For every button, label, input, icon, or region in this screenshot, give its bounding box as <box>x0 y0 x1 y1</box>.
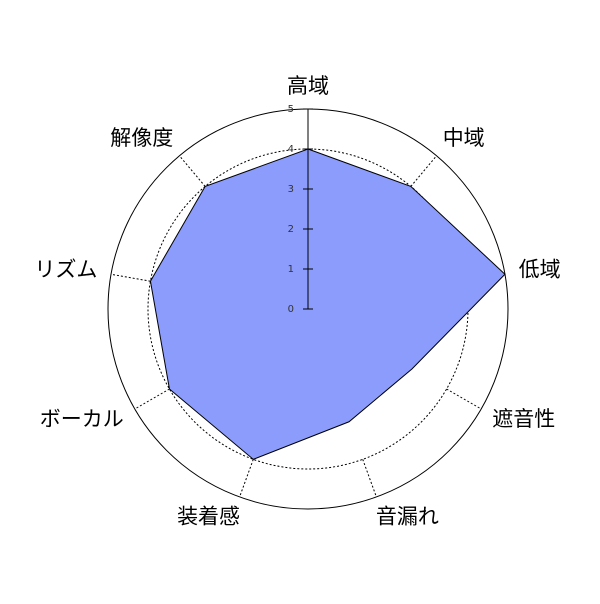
r-tick-label: 3 <box>288 184 294 195</box>
r-tick-label: 0 <box>288 304 294 315</box>
spoke <box>179 155 206 187</box>
r-tick-label: 5 <box>288 104 294 115</box>
category-label: 高域 <box>287 74 329 98</box>
spoke <box>410 155 437 187</box>
spoke <box>446 388 482 410</box>
category-label: リズム <box>34 257 97 281</box>
category-label: ボーカル <box>40 407 124 431</box>
data-area <box>149 148 506 460</box>
category-label: 解像度 <box>110 126 173 150</box>
r-tick-label: 2 <box>288 224 294 235</box>
spoke <box>110 273 151 282</box>
category-label: 装着感 <box>177 505 240 529</box>
spoke <box>362 459 377 498</box>
category-label: 音漏れ <box>376 505 439 529</box>
r-tick-label: 1 <box>288 264 294 275</box>
category-label: 低域 <box>519 257 561 281</box>
category-label: 中域 <box>443 126 485 150</box>
spoke <box>239 459 254 498</box>
r-tick-label: 4 <box>288 144 294 155</box>
category-label: 遮音性 <box>492 407 555 431</box>
spoke <box>134 388 170 410</box>
